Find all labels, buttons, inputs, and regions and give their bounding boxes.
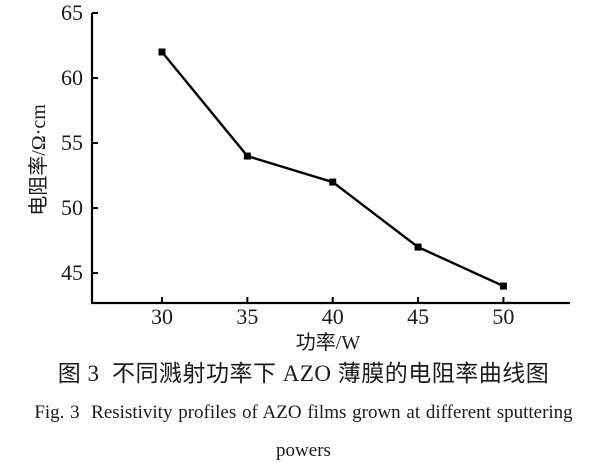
y-tick-label: 50 <box>61 195 83 220</box>
data-polyline <box>161 51 504 288</box>
data-point-marker <box>158 48 166 56</box>
x-tick-label: 45 <box>407 304 429 329</box>
x-tick-label: 35 <box>236 304 258 329</box>
data-point-marker <box>414 243 422 251</box>
data-point-marker <box>499 282 507 290</box>
data-point-marker <box>243 152 251 160</box>
y-tick-label: 60 <box>61 65 83 90</box>
y-axis-title: 电阻率/Ω·cm <box>27 104 50 216</box>
y-tick-label: 65 <box>61 0 83 25</box>
figure-caption-chinese: 图 3 不同溅射功率下 AZO 薄膜的电阻率曲线图 <box>57 361 550 386</box>
figure-caption-english-line2: powers <box>276 440 331 461</box>
data-point-marker <box>329 178 337 186</box>
resistivity-line-chart: 45 50 55 60 65 30 35 40 45 50 电阻率/Ω·cm 功率/W <box>27 0 570 354</box>
x-tick-label: 40 <box>322 304 344 329</box>
figure-caption-english-line1: Fig. 3 Resistivity profiles of AZO films… <box>34 402 573 423</box>
x-axis-title: 功率/W <box>296 331 361 354</box>
y-tick-label: 45 <box>61 260 83 285</box>
x-tick-label: 30 <box>151 304 173 329</box>
x-tick-label: 50 <box>492 304 514 329</box>
y-tick-label: 55 <box>61 130 83 155</box>
